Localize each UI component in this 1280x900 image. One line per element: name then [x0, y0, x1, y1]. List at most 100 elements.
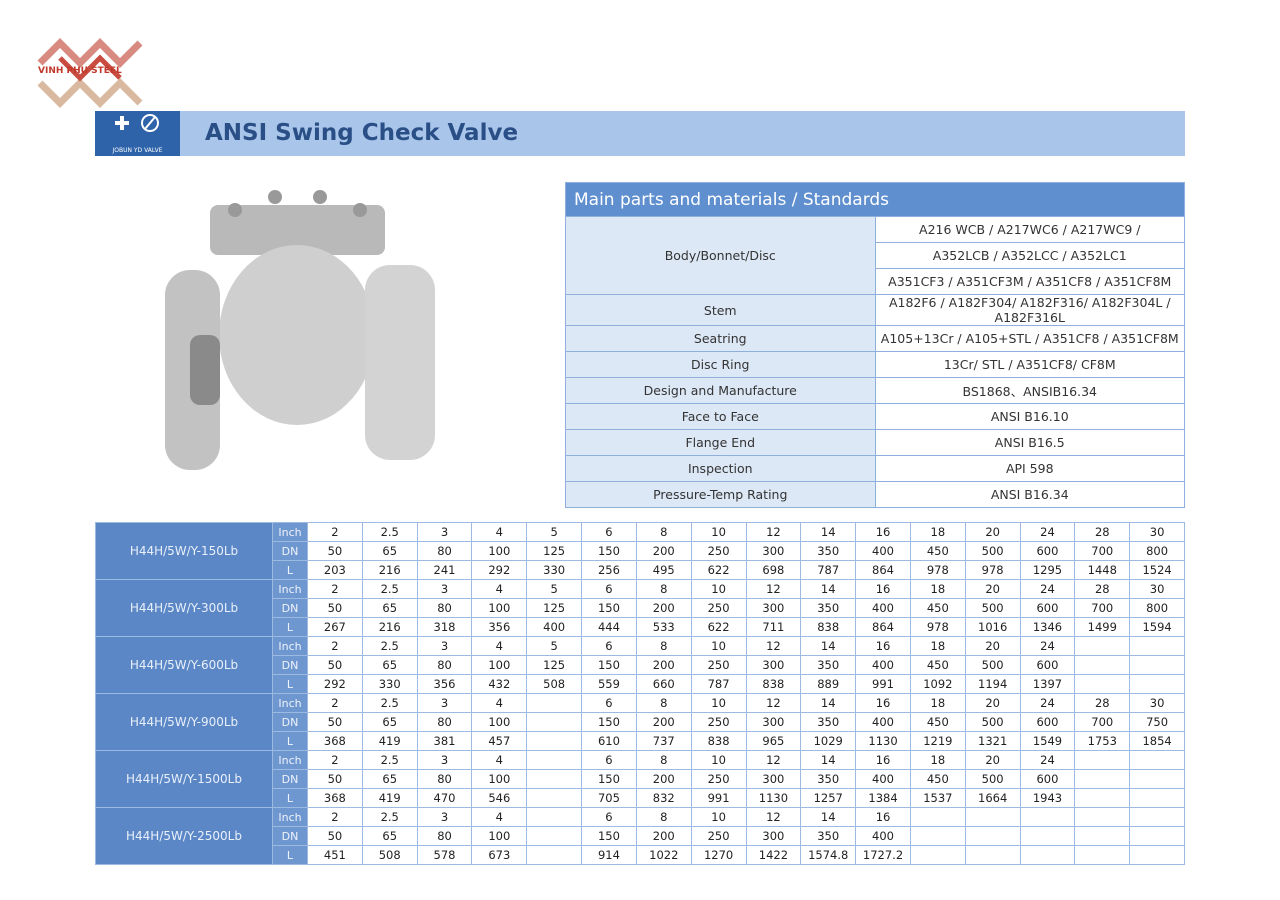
dimension-cell: 1022: [635, 845, 692, 865]
material-value: ANSI B16.34: [874, 481, 1185, 508]
dimension-row: H44H/5W/Y-900Lb Inch 2 2.5 3 4 6 8 10 12 14 16 18 20 2…: [95, 693, 1185, 751]
dimension-cell: 1422: [745, 845, 802, 865]
dimension-cell: 1524: [1129, 560, 1185, 580]
dimension-cell: 24: [1019, 636, 1076, 656]
material-value: BS1868、ANSIB16.34: [874, 377, 1185, 404]
dimension-row: L 203 216 241 292 330 256 495 622 698 787 864 978 978…: [96, 560, 1185, 580]
dimension-cell: 737: [635, 731, 692, 751]
dimension-cell: 978: [964, 560, 1021, 580]
dimension-cell: 12: [745, 579, 802, 599]
dimension-cell: 30: [1129, 579, 1185, 599]
dimension-cell: 419: [361, 788, 418, 808]
dimension-cell: 318: [416, 617, 473, 637]
dimension-cell: 65: [361, 655, 418, 675]
dimension-cell: 838: [690, 731, 747, 751]
dimension-cell: 18: [909, 579, 966, 599]
dimension-cell: 80: [416, 655, 473, 675]
dimension-row: DN 50 65 80 100 125 150 200 250 300 350 400 450 500 60…: [96, 541, 1185, 561]
model-name: H44H/5W/Y-900Lb: [95, 693, 273, 751]
dimension-cell: 80: [416, 826, 473, 846]
dimension-cell: [1019, 826, 1076, 846]
dimension-cell: 1384: [855, 788, 911, 808]
dimension-cell: 3: [416, 693, 473, 713]
dimension-cell: [526, 712, 583, 732]
dimension-cell: 256: [581, 560, 637, 580]
dimension-cell: 1397: [1019, 674, 1076, 694]
material-row: Stem A182F6 / A182F304/ A182F316/ A182F30…: [565, 294, 1185, 326]
dimension-cell: [526, 731, 583, 751]
dimension-cell: 400: [855, 541, 911, 561]
dimension-cell: 400: [855, 598, 911, 618]
dimension-cell: 10: [690, 636, 747, 656]
title-row: Main parts and materials / Standards: [565, 182, 1185, 217]
dimension-cell: 12: [745, 693, 802, 713]
dimension-cell: 350: [800, 826, 857, 846]
dimension-cell: 2.5: [361, 807, 418, 827]
dimension-cell: 495: [635, 560, 692, 580]
materials-title: Main parts and materials / Standards: [565, 182, 1185, 217]
dimension-cell: 14: [800, 693, 857, 713]
dimension-cell: 500: [964, 541, 1021, 561]
dimension-cell: 600: [1019, 541, 1076, 561]
dimension-cell: 8: [635, 636, 692, 656]
dimension-cell: 350: [800, 769, 857, 789]
dimension-cell: 50: [307, 712, 363, 732]
row-label: Inch: [272, 579, 308, 599]
dimension-cell: 20: [964, 636, 1021, 656]
dimension-cell: 200: [635, 655, 692, 675]
row-label: L: [272, 560, 308, 580]
dimension-cell: 10: [690, 807, 747, 827]
dimension-cell: 1130: [855, 731, 911, 751]
dimension-cell: 400: [855, 655, 911, 675]
dimension-cell: 450: [909, 655, 966, 675]
dimension-cell: 14: [800, 807, 857, 827]
dimension-cell: 65: [361, 598, 418, 618]
materials-table: Main parts and materials / Standards Body…: [565, 182, 1185, 508]
dimension-cell: 1549: [1019, 731, 1076, 751]
dimension-cell: 300: [745, 541, 802, 561]
dimension-cell: [1074, 655, 1131, 675]
dimension-cell: 559: [581, 674, 637, 694]
dimension-cell: 1219: [909, 731, 966, 751]
dimension-cell: 200: [635, 598, 692, 618]
material-label: Body/Bonnet/Disc: [565, 216, 876, 295]
dimension-cell: 50: [307, 769, 363, 789]
dimension-cell: 838: [745, 674, 802, 694]
dimension-cell: 1594: [1129, 617, 1185, 637]
material-label: Design and Manufacture: [565, 377, 876, 404]
dimension-cell: 1130: [745, 788, 802, 808]
dimension-cell: 2.5: [361, 750, 418, 770]
dimension-cell: 864: [855, 617, 911, 637]
dimension-cell: [1129, 788, 1185, 808]
dimension-cell: 419: [361, 731, 418, 751]
dimension-cell: 1753: [1074, 731, 1131, 751]
dimension-cell: 1016: [964, 617, 1021, 637]
dimension-cell: 508: [526, 674, 583, 694]
dimension-cell: 4: [471, 750, 528, 770]
dimension-cell: [1129, 636, 1185, 656]
dimension-cell: 12: [745, 522, 802, 542]
dimension-cell: 12: [745, 636, 802, 656]
material-value: A182F6 / A182F304/ A182F316/ A182F304L /…: [874, 294, 1185, 326]
dimension-cell: [1129, 674, 1185, 694]
dimension-cell: 200: [635, 712, 692, 732]
dimension-cell: [1129, 769, 1185, 789]
material-row: Disc Ring 13Cr/ STL / A351CF8/ CF8M: [565, 351, 1185, 378]
dimension-cell: 18: [909, 636, 966, 656]
row-label: Inch: [272, 693, 308, 713]
dimension-cell: 350: [800, 712, 857, 732]
dimension-cell: 500: [964, 712, 1021, 732]
dimension-cell: 150: [581, 769, 637, 789]
dimension-cell: [1074, 674, 1131, 694]
dimension-cell: 18: [909, 522, 966, 542]
dimension-cell: [1129, 826, 1185, 846]
dimension-cell: 610: [581, 731, 637, 751]
dimension-cell: 150: [581, 541, 637, 561]
dimension-cell: 2: [307, 579, 363, 599]
dimension-cell: [964, 845, 1021, 865]
dimension-cell: 451: [307, 845, 363, 865]
row-label: L: [272, 617, 308, 637]
material-label: Stem: [565, 294, 876, 326]
dimension-row: L 451 508 578 673 914 1022 1270 1422 1574.8 1727.2: [96, 845, 1185, 865]
